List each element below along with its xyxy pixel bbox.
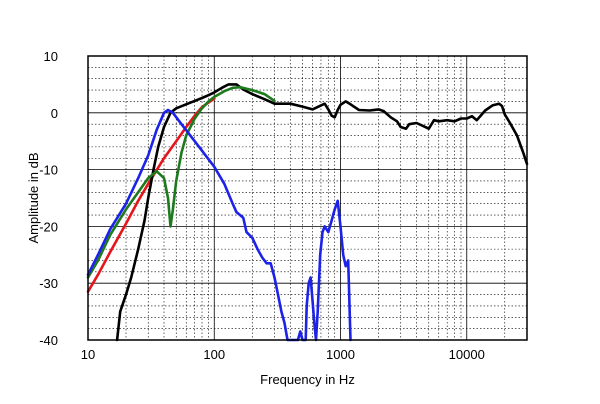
x-tick-label: 100 (203, 347, 225, 362)
y-tick-label: 10 (44, 49, 58, 64)
plot-frame (87, 55, 528, 341)
y-tick-label: -30 (39, 276, 58, 291)
y-tick-label: -20 (39, 219, 58, 234)
y-axis-label: Amplitude in dB (26, 152, 41, 243)
y-tick-label: 0 (51, 106, 58, 121)
x-tick-label: 10000 (449, 347, 485, 362)
x-axis-label: Frequency in Hz (260, 372, 355, 387)
y-tick-label: -10 (39, 163, 58, 178)
series-line-3 (86, 85, 276, 279)
data-series (86, 83, 529, 342)
series-line-4 (86, 108, 352, 342)
series-line-2 (115, 83, 529, 342)
x-tick-label: 1000 (326, 347, 355, 362)
y-tick-label: -40 (39, 333, 58, 348)
x-tick-label: 10 (81, 347, 95, 362)
